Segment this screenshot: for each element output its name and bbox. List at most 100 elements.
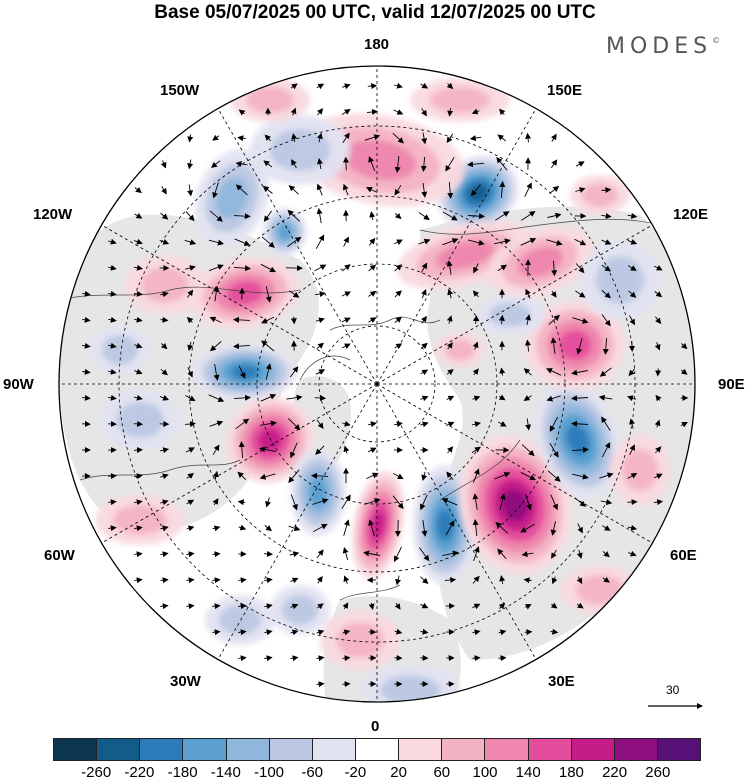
wind-vector [288,469,300,483]
wind-vector [393,109,404,115]
wind-vector [628,290,637,298]
wind-vector [314,264,327,272]
wind-vector [599,367,612,377]
wind-vector [208,264,224,272]
wind-vector [420,262,428,273]
wind-vector [235,418,250,430]
wind-vector [315,445,325,455]
wind-vector [472,575,480,584]
wind-vector [160,368,168,376]
wind-vector [187,367,193,378]
positive-anomaly-contour [113,505,167,535]
logo-copyright-mark: © [712,36,721,45]
colorbar-tick-label: -100 [253,764,285,781]
wind-vector [315,369,326,375]
wind-vector [212,444,220,455]
wind-vector [263,550,273,557]
colorbar [53,738,701,761]
negative-anomaly-contour [282,595,318,625]
meridian [376,224,653,385]
wind-vector [442,211,458,221]
wind-vector [160,291,169,298]
wind-vector [343,445,350,454]
wind-vector [654,473,663,480]
wind-vector [392,495,404,510]
wind-vector [680,342,688,350]
wind-vector [420,342,428,349]
wind-vector [134,316,143,323]
wind-vector [363,550,380,557]
wind-vector [184,421,196,427]
wind-vector [654,446,662,454]
wind-vector [601,264,612,272]
wind-vector [602,576,610,583]
wind-vector [471,421,481,428]
wind-vector [525,132,532,143]
wind-vector [133,238,143,245]
wind-vector [290,629,299,636]
positive-anomaly-contour [558,330,592,360]
wind-vector [341,264,351,272]
wind-vector [212,577,221,584]
wind-vector [572,473,589,480]
wind-vector [446,369,454,376]
wind-vector [159,239,170,245]
wind-vector [159,447,170,454]
wind-vector [365,187,378,193]
wind-vector [238,655,247,662]
wind-vector [263,210,272,222]
wind-vector [264,134,272,142]
wind-vector [550,521,557,536]
wind-vector [395,575,402,586]
wind-vector [315,234,325,249]
wind-vector [260,394,277,402]
wind-vector [290,603,299,610]
wind-vector [575,290,586,298]
wind-vector [576,549,583,559]
wind-vector [368,156,376,172]
wind-vector [212,134,220,141]
wind-vector [680,368,688,375]
wind-vector [316,132,323,143]
meridian [217,383,378,660]
wind-vector [290,107,297,116]
wind-vector [233,343,251,350]
wind-vector [547,212,562,219]
lon-label-120w: 120W [33,206,73,223]
wind-vector [290,655,299,662]
wind-vector [343,575,350,584]
wind-vector [134,212,143,219]
wind-vector [575,187,586,193]
wind-vector [342,655,351,662]
wind-vector [368,447,377,454]
wind-vector [160,342,168,350]
wind-vector [108,368,117,375]
wind-vector [161,186,167,195]
wind-vector [133,394,143,401]
wind-vector [369,211,376,220]
wind-vector [495,211,510,221]
wind-vector [521,551,534,558]
colorbar-tick-label: 20 [390,764,407,781]
wind-vector [420,602,429,609]
wind-vector [576,602,584,609]
wind-vector [187,134,194,143]
wind-vector [601,314,611,327]
wind-vector [290,577,299,584]
wind-vector [237,135,246,142]
wind-vector [186,525,195,532]
wind-vector [342,602,349,610]
wind-vector [341,494,351,510]
wind-vector [261,340,275,352]
wind-vector [421,288,427,299]
wind-vector [628,550,637,557]
wind-vector [341,317,351,324]
wind-vector [550,159,558,169]
wind-vector [445,156,455,172]
wind-vectors [82,82,689,688]
wind-vector [629,444,635,456]
wind-vector [472,468,480,483]
wind-vector [290,494,298,511]
wind-vector [237,471,247,481]
